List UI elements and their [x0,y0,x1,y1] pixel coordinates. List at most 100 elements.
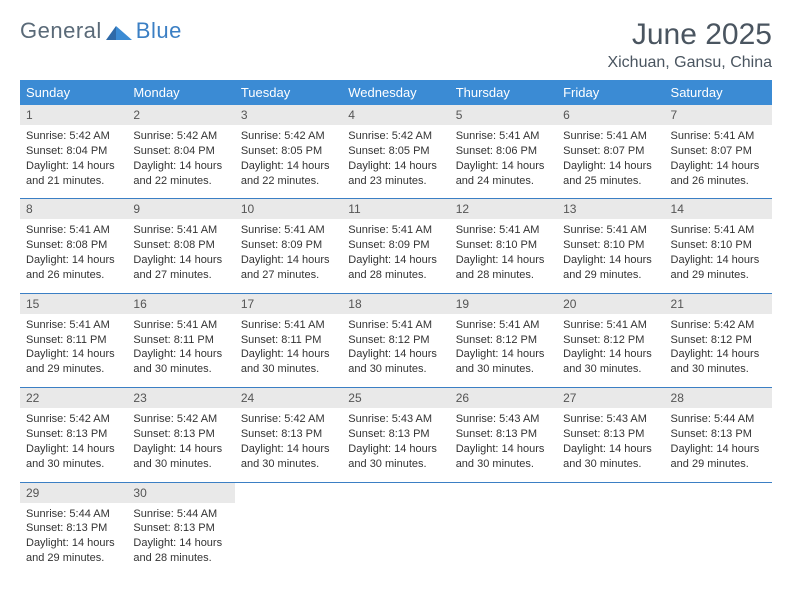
daylight-and: and [456,458,477,470]
day-detail-cell: Sunrise: 5:41 AMSunset: 8:06 PMDaylight:… [450,125,557,199]
sunrise-value: 5:42 AM [284,130,324,142]
daylight-and: and [26,269,47,281]
daylight-and: and [563,458,584,470]
sunrise-value: 5:43 AM [392,413,432,425]
daylight-and: and [671,458,692,470]
weekday-header: Saturday [665,80,772,105]
daylight-and: and [563,363,584,375]
daylight-h: 14 hours [72,537,115,549]
day-number-cell: 19 [450,294,557,314]
daylight-m: 30 minutes. [47,458,104,470]
sunset-value: 8:09 PM [281,239,322,251]
sunrise-label: Sunrise: [241,130,284,142]
day-number-cell: 8 [20,199,127,219]
daylight-m: 30 minutes. [155,458,212,470]
sunset-value: 8:13 PM [281,428,322,440]
daylight-m: 28 minutes. [477,269,534,281]
daylight-label: Daylight: [241,443,287,455]
day-detail-cell: Sunrise: 5:42 AMSunset: 8:13 PMDaylight:… [20,408,127,482]
daylight-h: 14 hours [287,443,330,455]
daylight-h: 14 hours [716,160,759,172]
sunset-label: Sunset: [133,239,173,251]
location-text: Xichuan, Gansu, China [607,54,772,72]
sunset-label: Sunset: [671,428,711,440]
daylight-m: 27 minutes. [155,269,212,281]
daylight-and: and [348,458,369,470]
daylight-label: Daylight: [563,254,609,266]
sunset-value: 8:06 PM [496,145,537,157]
daylight-h: 14 hours [72,254,115,266]
daylight-m: 22 minutes. [155,175,212,187]
daylight-m: 30 minutes. [585,363,642,375]
daylight-h: 14 hours [394,443,437,455]
daylight-and: and [348,363,369,375]
sunset-value: 8:07 PM [711,145,752,157]
weekday-header: Sunday [20,80,127,105]
daylight-h: 14 hours [716,254,759,266]
sunrise-value: 5:44 AM [69,508,109,520]
daylight-m: 30 minutes. [370,458,427,470]
sunset-value: 8:04 PM [66,145,107,157]
daylight-and: and [26,175,47,187]
sunset-value: 8:05 PM [281,145,322,157]
sunrise-label: Sunrise: [456,224,499,236]
day-detail-cell: Sunrise: 5:41 AMSunset: 8:08 PMDaylight:… [20,219,127,293]
day-number-cell: 4 [342,105,449,125]
day-detail-cell: Sunrise: 5:42 AMSunset: 8:13 PMDaylight:… [127,408,234,482]
daylight-label: Daylight: [348,160,394,172]
daylight-m: 23 minutes. [370,175,427,187]
sunset-label: Sunset: [133,145,173,157]
sunrise-label: Sunrise: [26,319,69,331]
logo-word-2: Blue [136,18,182,44]
daylight-m: 25 minutes. [585,175,642,187]
daylight-label: Daylight: [348,443,394,455]
logo-mark-icon [106,22,134,40]
sunset-label: Sunset: [456,145,496,157]
day-number-cell: 16 [127,294,234,314]
day-number-cell [235,483,342,503]
sunrise-value: 5:42 AM [69,130,109,142]
daylight-h: 14 hours [609,348,652,360]
sunrise-label: Sunrise: [671,319,714,331]
sunset-value: 8:12 PM [389,334,430,346]
daylight-and: and [348,269,369,281]
sunset-label: Sunset: [26,239,66,251]
daylight-and: and [241,458,262,470]
daylight-h: 14 hours [179,348,222,360]
sunset-value: 8:13 PM [496,428,537,440]
sunset-label: Sunset: [671,334,711,346]
day-number-cell: 30 [127,483,234,503]
daylight-m: 29 minutes. [585,269,642,281]
day-number-cell: 10 [235,199,342,219]
sunrise-label: Sunrise: [563,130,606,142]
daylight-m: 30 minutes. [477,363,534,375]
sunset-label: Sunset: [563,239,603,251]
day-number-cell: 23 [127,388,234,408]
sunrise-label: Sunrise: [348,413,391,425]
sunset-value: 8:09 PM [389,239,430,251]
daylight-and: and [348,175,369,187]
daylight-and: and [563,175,584,187]
sunrise-value: 5:41 AM [499,319,539,331]
sunrise-value: 5:44 AM [177,508,217,520]
weekday-header: Monday [127,80,234,105]
sunrise-label: Sunrise: [671,224,714,236]
sunrise-label: Sunrise: [671,413,714,425]
day-detail-cell: Sunrise: 5:41 AMSunset: 8:10 PMDaylight:… [665,219,772,293]
daylight-h: 14 hours [287,348,330,360]
sunrise-value: 5:41 AM [607,130,647,142]
daylight-h: 14 hours [609,254,652,266]
weekday-header: Thursday [450,80,557,105]
day-detail-cell: Sunrise: 5:44 AMSunset: 8:13 PMDaylight:… [20,503,127,576]
sunset-label: Sunset: [671,145,711,157]
sunset-value: 8:11 PM [66,334,106,346]
sunset-value: 8:13 PM [603,428,644,440]
daylight-m: 28 minutes. [370,269,427,281]
sunset-label: Sunset: [456,428,496,440]
sunset-label: Sunset: [348,334,388,346]
day-number-cell: 21 [665,294,772,314]
day-detail-cell: Sunrise: 5:41 AMSunset: 8:08 PMDaylight:… [127,219,234,293]
day-detail-cell: Sunrise: 5:44 AMSunset: 8:13 PMDaylight:… [665,408,772,482]
daylight-label: Daylight: [26,443,72,455]
sunrise-label: Sunrise: [241,413,284,425]
